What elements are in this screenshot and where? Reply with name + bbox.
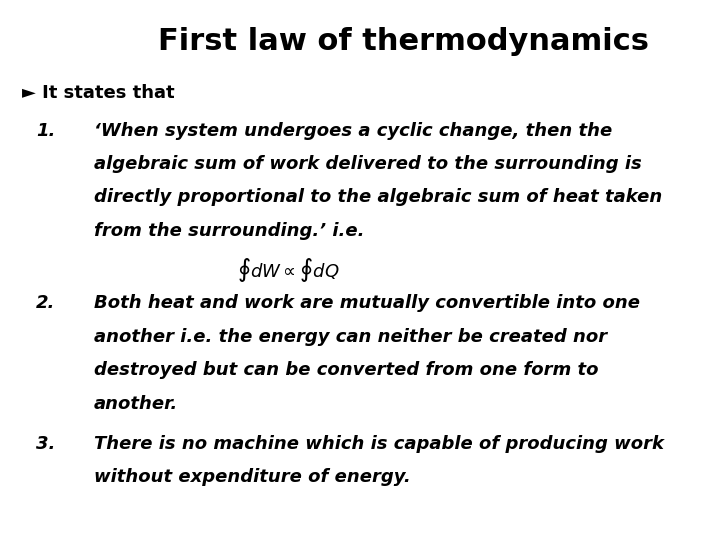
Text: destroyed but can be converted from one form to: destroyed but can be converted from one … xyxy=(94,361,598,379)
Text: 1.: 1. xyxy=(36,122,55,139)
Text: There is no machine which is capable of producing work: There is no machine which is capable of … xyxy=(94,435,664,453)
Text: 3.: 3. xyxy=(36,435,55,453)
Text: directly proportional to the algebraic sum of heat taken: directly proportional to the algebraic s… xyxy=(94,188,662,206)
Text: ‘When system undergoes a cyclic change, then the: ‘When system undergoes a cyclic change, … xyxy=(94,122,612,139)
Text: $\oint dW \propto \oint dQ$: $\oint dW \propto \oint dQ$ xyxy=(237,256,339,285)
Text: another i.e. the energy can neither be created nor: another i.e. the energy can neither be c… xyxy=(94,328,607,346)
Text: First law of thermodynamics: First law of thermodynamics xyxy=(158,27,649,56)
Text: from the surrounding.’ i.e.: from the surrounding.’ i.e. xyxy=(94,222,364,240)
Text: another.: another. xyxy=(94,395,178,413)
Text: ► It states that: ► It states that xyxy=(22,84,174,102)
Text: algebraic sum of work delivered to the surrounding is: algebraic sum of work delivered to the s… xyxy=(94,155,642,173)
Text: without expenditure of energy.: without expenditure of energy. xyxy=(94,468,410,486)
Text: Both heat and work are mutually convertible into one: Both heat and work are mutually converti… xyxy=(94,294,639,312)
Text: 2.: 2. xyxy=(36,294,55,312)
